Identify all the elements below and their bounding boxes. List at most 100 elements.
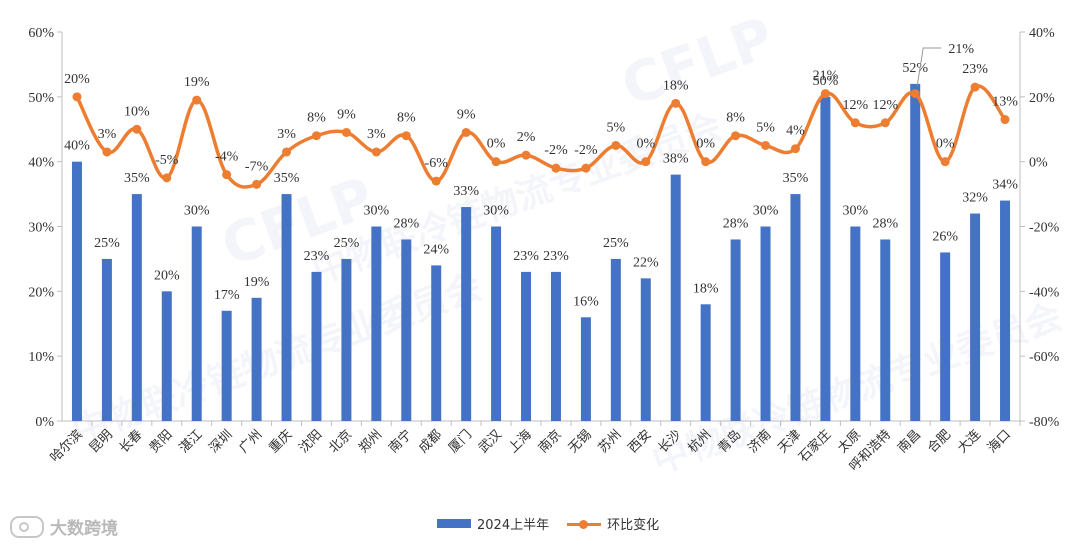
right-tick-label: 0% <box>1029 156 1048 171</box>
bar <box>281 194 292 421</box>
x-tick-label: 济南 <box>745 427 775 457</box>
line-point <box>162 173 172 183</box>
left-tick-label: 50% <box>28 91 54 106</box>
line-point <box>521 150 531 160</box>
bar <box>461 207 472 421</box>
line-point <box>102 147 112 157</box>
bar-data-label: 22% <box>633 255 659 270</box>
bar-data-label: 28% <box>723 216 749 231</box>
bar-data-label: 34% <box>992 178 1018 193</box>
bar-data-label: 40% <box>64 139 90 154</box>
line-point <box>671 98 681 108</box>
bar <box>311 271 322 421</box>
bar <box>401 239 412 421</box>
line-point <box>1000 115 1010 125</box>
bar <box>850 226 861 421</box>
line-data-label: 12% <box>843 98 869 113</box>
line-data-label: 4% <box>786 124 805 139</box>
bar-data-label: 25% <box>334 236 360 251</box>
line-point <box>850 118 860 128</box>
line-point <box>192 95 202 105</box>
x-tick-label: 杭州 <box>685 427 714 456</box>
line-data-label: 3% <box>98 127 117 142</box>
line-data-label: -2% <box>574 143 598 158</box>
x-tick-label: 大连 <box>954 427 984 457</box>
leader-line <box>916 47 942 86</box>
bar-data-label: 23% <box>513 249 539 264</box>
line-data-label: 8% <box>307 111 326 126</box>
line-point <box>761 140 771 150</box>
x-tick-label: 北京 <box>326 427 355 456</box>
bar-data-label: 30% <box>184 204 210 219</box>
legend-line-label: 环比变化 <box>607 518 660 533</box>
bar <box>610 258 621 421</box>
bar-data-label: 20% <box>154 268 180 283</box>
left-tick-label: 0% <box>35 415 54 430</box>
legend: 2024上半年 环比变化 <box>437 514 677 533</box>
line-data-label: 0% <box>936 137 955 152</box>
legend-bar-swatch <box>437 519 471 528</box>
line-point <box>311 131 321 141</box>
bar <box>221 310 232 421</box>
bar-data-label: 28% <box>393 216 419 231</box>
line-data-label: -4% <box>215 150 239 165</box>
bar-data-label: 30% <box>483 204 509 219</box>
x-tick-label: 长沙 <box>656 427 685 456</box>
bar <box>970 213 981 421</box>
bar-data-label: 25% <box>603 236 629 251</box>
bar <box>1000 200 1011 421</box>
line-point <box>72 92 82 102</box>
x-tick-label: 深圳 <box>206 427 235 456</box>
bar <box>191 226 202 421</box>
brand-icon <box>10 515 44 538</box>
bar <box>820 96 831 421</box>
bar-data-label: 33% <box>453 184 479 199</box>
bar <box>491 226 502 421</box>
x-tick-label: 厦门 <box>446 427 475 456</box>
bar <box>700 304 711 421</box>
bar <box>521 271 532 421</box>
line-data-label: 9% <box>337 107 356 122</box>
right-tick-label: -20% <box>1029 221 1060 236</box>
x-tick-label: 沈阳 <box>296 427 325 456</box>
line-data-label: 0% <box>696 137 715 152</box>
legend-item-line: 环比变化 <box>567 514 659 533</box>
bar <box>251 297 262 421</box>
bar <box>790 194 801 421</box>
right-tick-label: -80% <box>1029 415 1060 430</box>
bar-data-label: 35% <box>783 171 809 186</box>
x-tick-label: 苏州 <box>595 427 625 457</box>
bar <box>580 317 591 421</box>
bar <box>371 226 382 421</box>
x-tick-label: 西安 <box>626 427 655 456</box>
bar <box>910 83 921 421</box>
line-data-label: 3% <box>277 127 296 142</box>
line-data-label: 13% <box>992 95 1018 110</box>
x-tick-label: 湛江 <box>177 427 206 456</box>
line-data-label: 18% <box>663 78 689 93</box>
left-tick-label: 30% <box>28 221 54 236</box>
bar <box>640 278 651 421</box>
line-data-label: 12% <box>872 98 898 113</box>
line-data-label: 8% <box>397 111 416 126</box>
bar-data-label: 32% <box>962 191 988 206</box>
line-data-label: 2% <box>517 130 536 145</box>
bar-data-label: 30% <box>364 204 390 219</box>
line-data-label: 0% <box>487 137 506 152</box>
line-point <box>790 144 800 154</box>
x-tick-label: 长春 <box>117 427 146 456</box>
left-tick-label: 10% <box>28 350 54 365</box>
chart: 0% 10% 20% 30% 40% 50% 60% -80% -60% -40% -20% 0% 20… <box>28 26 1060 475</box>
line-point <box>491 157 501 167</box>
line-point <box>341 127 351 137</box>
left-tick-label: 60% <box>28 26 54 41</box>
bar-data-label: 26% <box>932 229 958 244</box>
line-point <box>940 157 950 167</box>
legend-bar-label: 2024上半年 <box>477 518 550 533</box>
line-point <box>611 140 621 150</box>
line-point <box>641 157 651 167</box>
line-data-label: -7% <box>245 159 269 174</box>
line-point <box>731 131 741 141</box>
bar <box>131 194 142 421</box>
x-tick-label: 合肥 <box>925 427 954 456</box>
